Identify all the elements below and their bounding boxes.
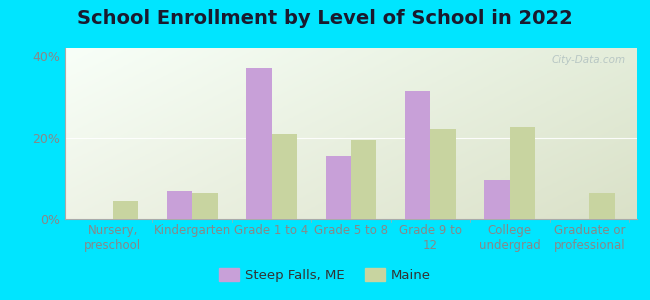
Text: City-Data.com: City-Data.com xyxy=(551,55,625,65)
Bar xyxy=(590,193,615,219)
Bar xyxy=(510,128,536,219)
Bar xyxy=(351,140,376,219)
Bar xyxy=(430,129,456,219)
Legend: Steep Falls, ME, Maine: Steep Falls, ME, Maine xyxy=(214,262,436,287)
Text: School Enrollment by Level of School in 2022: School Enrollment by Level of School in … xyxy=(77,9,573,28)
Bar xyxy=(166,190,192,219)
Bar xyxy=(192,193,218,219)
Bar xyxy=(246,68,272,219)
Bar xyxy=(272,134,297,219)
Bar xyxy=(326,156,351,219)
Bar xyxy=(405,91,430,219)
Bar xyxy=(484,180,510,219)
Bar xyxy=(112,201,138,219)
